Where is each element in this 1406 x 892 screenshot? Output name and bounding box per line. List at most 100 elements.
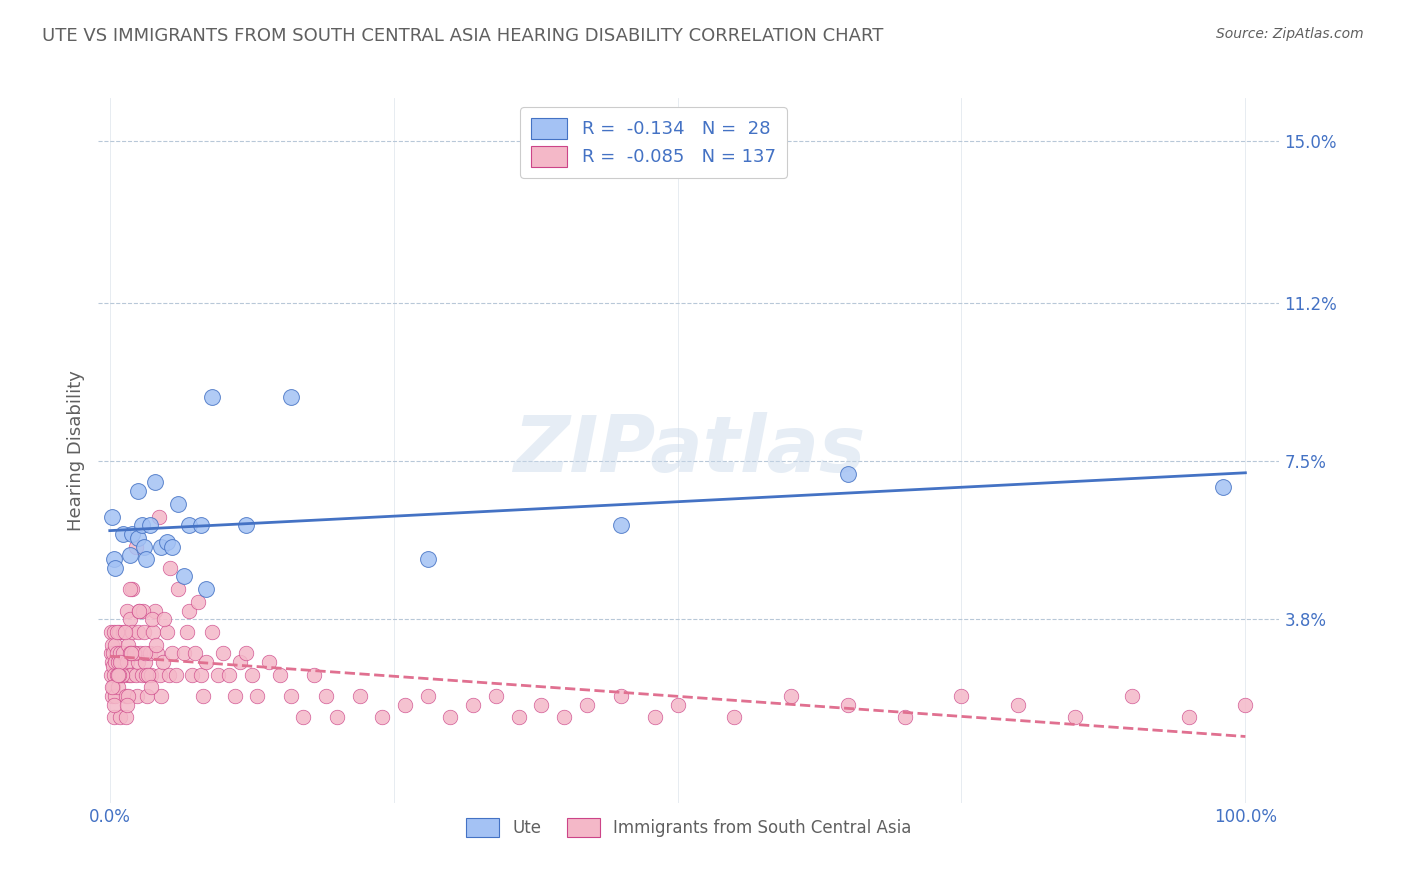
Point (291, 710, 314, 724)
Point (269, 667, 291, 681)
Point (201, 624, 224, 639)
Point (120, 646, 142, 660)
Point (131, 518, 153, 533)
Point (120, 667, 142, 681)
Point (132, 624, 155, 639)
Point (132, 604, 155, 618)
Point (125, 540, 148, 554)
Point (128, 604, 150, 618)
Point (138, 518, 160, 533)
Point (138, 667, 160, 681)
Point (530, 698, 553, 712)
Point (131, 667, 153, 681)
Point (120, 548, 142, 562)
Point (112, 624, 135, 639)
Point (485, 689, 508, 703)
Point (394, 698, 416, 712)
Point (149, 689, 172, 703)
Point (107, 667, 129, 681)
Point (142, 624, 165, 639)
Point (108, 624, 131, 639)
Point (179, 604, 201, 618)
Point (280, 689, 302, 703)
Point (1177, 710, 1199, 724)
Point (610, 689, 633, 703)
Point (257, 655, 280, 669)
Point (439, 710, 461, 724)
Point (101, 638, 124, 652)
Point (105, 667, 128, 681)
Point (146, 646, 169, 660)
Point (180, 667, 202, 681)
Point (108, 667, 131, 681)
Point (463, 698, 485, 712)
Point (103, 624, 125, 639)
Point (120, 646, 142, 660)
Point (176, 624, 198, 639)
Point (195, 582, 218, 597)
Point (167, 497, 190, 511)
Point (143, 604, 166, 618)
Point (110, 667, 132, 681)
Point (111, 667, 134, 681)
Point (326, 710, 349, 724)
Point (610, 518, 633, 533)
Point (780, 689, 803, 703)
Point (120, 612, 142, 626)
Point (149, 540, 172, 554)
Point (108, 655, 131, 669)
Point (1121, 689, 1143, 703)
Legend: Ute, Immigrants from South Central Asia: Ute, Immigrants from South Central Asia (460, 811, 918, 844)
Point (837, 467, 859, 481)
Point (135, 667, 157, 681)
Point (553, 710, 575, 724)
Point (101, 655, 124, 669)
Point (115, 655, 138, 669)
Point (235, 518, 257, 533)
Point (125, 667, 148, 681)
Point (108, 646, 131, 660)
Point (950, 689, 973, 703)
Point (115, 604, 138, 618)
Point (246, 689, 269, 703)
Point (416, 689, 439, 703)
Point (136, 689, 159, 703)
Point (125, 689, 148, 703)
Point (104, 655, 127, 669)
Point (127, 655, 149, 669)
Point (235, 646, 257, 660)
Point (101, 689, 124, 703)
Point (121, 582, 143, 597)
Point (105, 646, 128, 660)
Point (1007, 698, 1029, 712)
Point (103, 698, 125, 712)
Point (302, 667, 325, 681)
Text: ZIPatlas: ZIPatlas (513, 412, 865, 489)
Point (112, 526, 135, 541)
Point (349, 689, 371, 703)
Point (135, 552, 157, 566)
Point (129, 646, 152, 660)
Point (134, 646, 156, 660)
Point (143, 475, 166, 490)
Point (148, 509, 170, 524)
Point (1212, 480, 1234, 494)
Point (104, 638, 127, 652)
Point (105, 624, 128, 639)
Point (134, 655, 156, 669)
Point (100, 646, 122, 660)
Point (723, 710, 745, 724)
Point (108, 667, 131, 681)
Point (104, 689, 127, 703)
Point (103, 710, 125, 724)
Point (1234, 698, 1257, 712)
Point (416, 552, 439, 566)
Point (145, 638, 167, 652)
Point (195, 655, 218, 669)
Point (128, 604, 150, 618)
Point (122, 646, 145, 660)
Point (108, 710, 131, 724)
Point (139, 667, 162, 681)
Point (107, 681, 129, 695)
Point (107, 655, 129, 669)
